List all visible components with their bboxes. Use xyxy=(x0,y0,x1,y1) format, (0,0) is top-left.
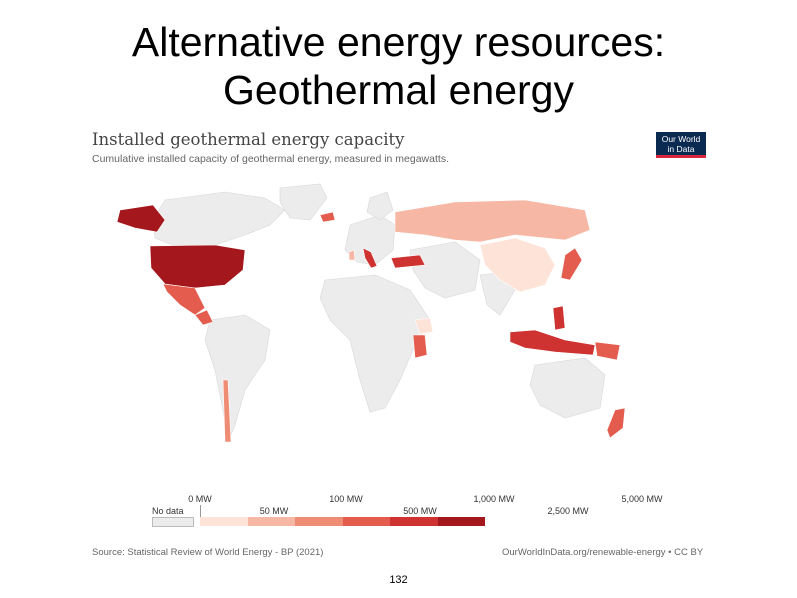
map-country-alaska xyxy=(116,204,166,233)
map-country-asia-west xyxy=(409,241,481,299)
map-country-kenya xyxy=(412,334,428,359)
map-country-papua-new-guinea xyxy=(594,341,621,361)
map-country-russia xyxy=(394,199,591,243)
map-country-italy xyxy=(362,247,378,269)
legend-swatch-2 xyxy=(295,517,343,526)
map-country-philippines xyxy=(552,305,566,331)
legend-label-1: 50 MW xyxy=(259,506,289,516)
map-country-ethiopia xyxy=(414,317,434,335)
map-country-indonesia xyxy=(509,329,596,356)
page-number: 132 xyxy=(389,574,408,586)
slide-title: Alternative energy resources: Geothermal… xyxy=(0,18,797,114)
map-country-china xyxy=(479,237,556,293)
map-country-canada xyxy=(152,191,286,247)
owid-logo[interactable]: Our World in Data xyxy=(656,132,706,158)
legend-swatch-5 xyxy=(437,517,485,526)
chart-title: Installed geothermal energy capacity xyxy=(92,130,405,149)
map-country-scandinavia xyxy=(366,191,394,221)
map-country-iceland xyxy=(319,211,336,223)
map-country-south-america xyxy=(204,314,271,444)
chart-source: Source: Statistical Review of World Ener… xyxy=(92,547,324,558)
chart-credit-link[interactable]: OurWorldInData.org/renewable-energy • CC… xyxy=(502,547,704,558)
no-data-label: No data xyxy=(152,506,184,516)
map-country-greenland xyxy=(279,183,328,221)
legend-bar xyxy=(200,517,485,526)
legend-swatch-1 xyxy=(247,517,295,526)
map-country-chile xyxy=(222,379,232,443)
chart-subtitle: Cumulative installed capacity of geother… xyxy=(92,153,449,165)
no-data-swatch xyxy=(152,517,194,527)
legend-label-2: 100 MW xyxy=(329,494,363,504)
slide-title-line2: Geothermal energy xyxy=(223,67,574,113)
map-country-turkey xyxy=(390,254,426,269)
legend-swatch-0 xyxy=(200,517,248,526)
map-country-africa xyxy=(319,274,431,413)
map-country-portugal xyxy=(348,249,356,261)
map-country-mexico xyxy=(162,283,206,316)
legend-swatch-3 xyxy=(342,517,390,526)
legend-label-4: 1,000 MW xyxy=(473,494,515,504)
legend-label-6: 5,000 MW xyxy=(621,494,663,504)
logo-line2: in Data xyxy=(667,144,695,154)
map-country-usa xyxy=(149,244,246,289)
legend-label-3: 500 MW xyxy=(403,506,437,516)
legend-label-5: 2,500 MW xyxy=(547,506,589,516)
legend-swatch-4 xyxy=(390,517,438,526)
map-country-new-zealand xyxy=(606,407,626,439)
logo-line1: Our World xyxy=(661,134,701,144)
slide-title-line1: Alternative energy resources: xyxy=(131,19,666,65)
world-map xyxy=(116,183,626,444)
map-country-central-america xyxy=(194,309,214,326)
map-country-japan xyxy=(560,247,583,281)
legend-tick-0 xyxy=(200,505,201,517)
legend-label-0: 0 MW xyxy=(188,494,212,504)
map-country-australia xyxy=(529,357,606,419)
